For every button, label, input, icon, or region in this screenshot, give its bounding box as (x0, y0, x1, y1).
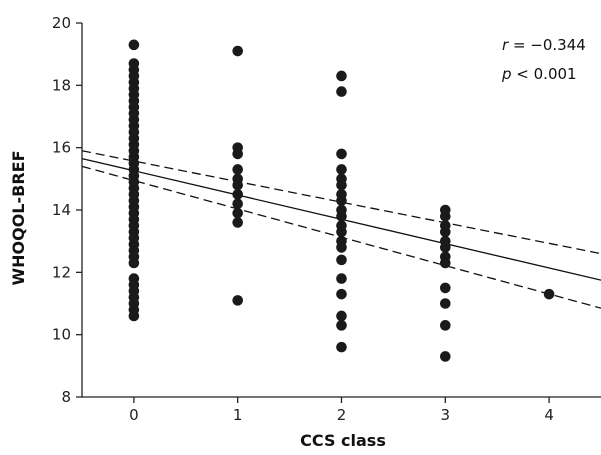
p-value-annotation: p < 0.001 (501, 65, 577, 83)
data-point (232, 164, 243, 175)
y-tick-label: 8 (61, 388, 71, 406)
data-point (336, 235, 347, 247)
y-tick-label: 12 (52, 263, 71, 281)
data-point (440, 235, 451, 247)
data-point (336, 320, 347, 331)
data-point (232, 207, 243, 219)
data-point (128, 39, 140, 51)
x-tick-label: 1 (233, 406, 243, 424)
data-point (336, 341, 347, 353)
ci-upper-line (81, 150, 601, 255)
data-point (336, 204, 347, 216)
p-value: < 0.001 (512, 65, 577, 83)
x-tick-label: 3 (441, 406, 451, 424)
data-point (440, 204, 451, 216)
correlation-annotation: r = −0.344 (502, 36, 586, 54)
data-point (232, 142, 243, 153)
x-tick-label: 0 (129, 406, 139, 424)
x-tick-label: 4 (544, 406, 554, 424)
data-point (336, 70, 347, 82)
y-tick-label: 16 (52, 139, 71, 157)
data-point (440, 298, 451, 309)
data-point (543, 288, 555, 300)
data-point (336, 148, 347, 160)
data-point (232, 295, 243, 306)
data-point (336, 173, 347, 185)
data-point (336, 86, 347, 97)
data-point (336, 189, 347, 200)
y-tick-label: 18 (52, 76, 71, 94)
x-tick-label: 2 (337, 406, 347, 424)
data-point (232, 189, 243, 200)
data-point (440, 251, 451, 263)
y-tick-label: 10 (52, 326, 71, 344)
data-point (232, 198, 243, 210)
data-point (232, 173, 243, 185)
data-point (232, 217, 243, 228)
correlation-value: = −0.344 (508, 36, 586, 54)
data-point (128, 58, 140, 69)
data-point (440, 320, 451, 331)
data-point (336, 254, 347, 266)
data-point (440, 220, 451, 231)
y-tick-label: 14 (52, 201, 71, 219)
data-point (440, 351, 451, 362)
x-axis-title: CCS class (300, 431, 386, 450)
correlation-symbol: r (502, 36, 509, 54)
data-point (336, 220, 347, 231)
data-point (128, 273, 140, 284)
y-tick-label: 20 (52, 14, 71, 32)
data-point (336, 164, 347, 175)
data-point (232, 45, 243, 57)
p-symbol: p (501, 65, 512, 83)
data-point (336, 273, 347, 284)
data-point (336, 288, 347, 300)
data-point (336, 310, 347, 322)
data-point (440, 282, 451, 294)
y-axis-title: WHOQOL-BREF (9, 150, 28, 285)
